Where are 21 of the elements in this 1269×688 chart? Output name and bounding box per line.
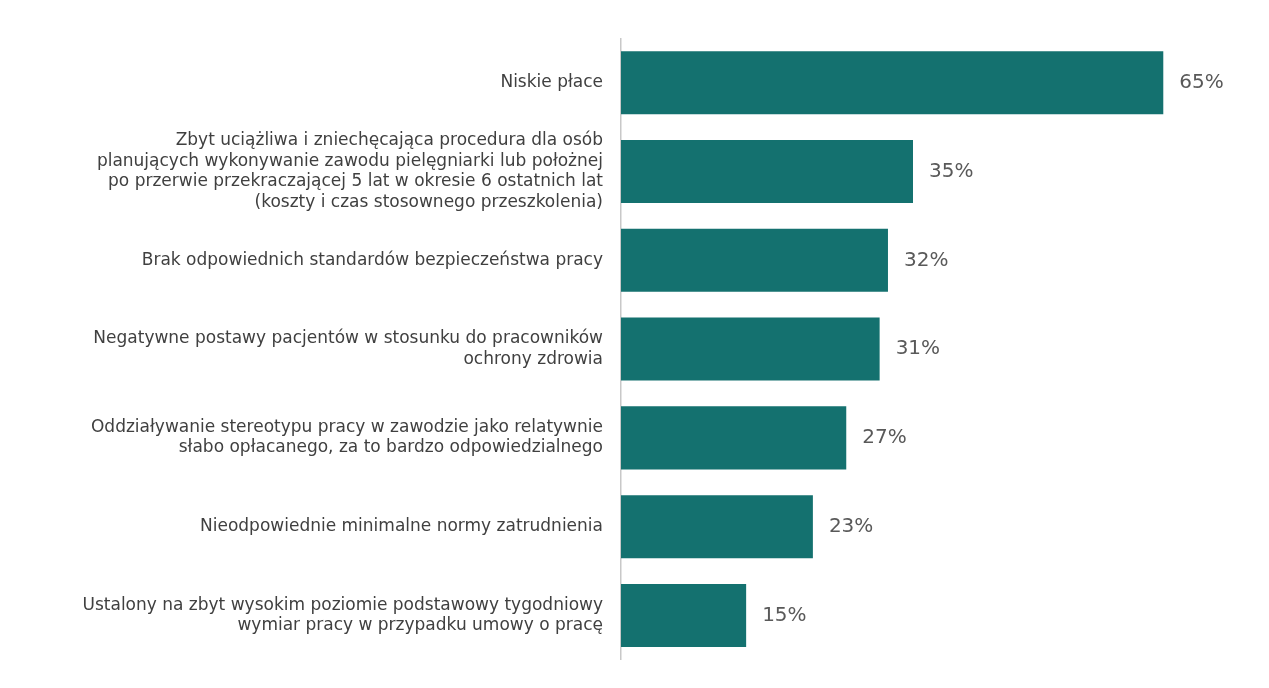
- bar: [621, 140, 913, 204]
- bar: [621, 495, 813, 559]
- bar: [621, 317, 880, 381]
- bar: [621, 406, 847, 470]
- y-tick-label: Oddziaływanie stereotypu pracy w zawodzie jako relatywnie słabo opłacanego, za to bardzo odpowiedzialnego: [90, 416, 603, 457]
- y-tick-label: Negatywne postawy pacjentów w stosunku do pracowników ochrony zdrowia: [93, 327, 604, 368]
- y-tick-label: Niskie płace: [500, 71, 603, 92]
- y-tick-label: Brak odpowiednich standardów bezpieczeństwa pracy: [141, 248, 603, 269]
- bar: [621, 228, 888, 292]
- data-label: 23%: [828, 512, 874, 537]
- y-tick-label: Nieodpowiednie minimalne normy zatrudnienia: [200, 515, 603, 536]
- data-label: 27%: [862, 424, 907, 449]
- data-label: 31%: [895, 335, 941, 360]
- bar: [621, 51, 1164, 115]
- bar: [621, 583, 747, 647]
- y-tick-label: Ustalony na zbyt wysokim poziomie podstawowy tygodniowy wymiar pracy w przypadku umowy o pracę: [82, 593, 603, 635]
- data-label: 15%: [762, 601, 807, 626]
- data-label: 32%: [903, 246, 949, 271]
- y-tick-label: Zbyt uciążliwa i zniechęcająca procedura dla osób planujących wykonywanie zawodu pielęgniarki lub położnej po przerwie przekraczającej 5 lat w okresie 6 ostatnich lat (koszty i czas stosownego przeszkolenia): [96, 129, 604, 211]
- data-label: 65%: [1179, 68, 1224, 93]
- data-label: 35%: [929, 157, 974, 182]
